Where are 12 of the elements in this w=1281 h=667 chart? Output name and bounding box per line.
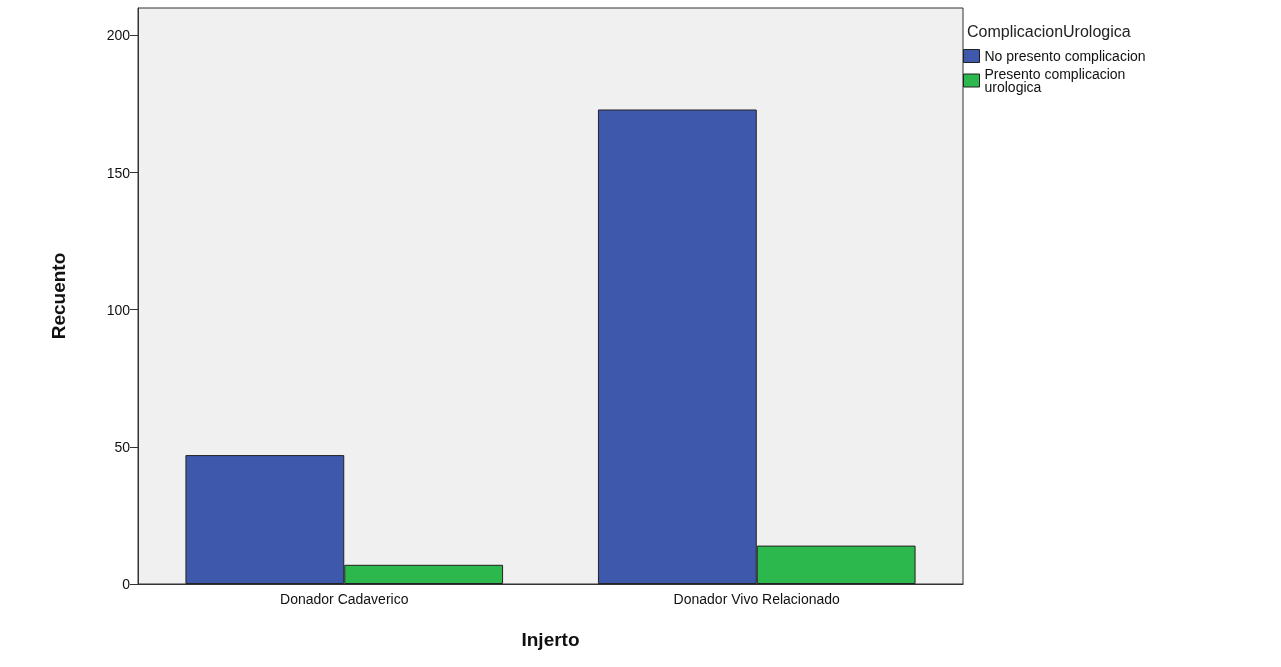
y-tick-label: 200 — [106, 27, 131, 44]
x-tick-label: Donador Vivo Relacionado — [673, 591, 841, 607]
x-axis-title: Injerto — [521, 629, 580, 650]
y-axis-title: Recuento — [48, 252, 69, 340]
legend-title: ComplicacionUrologica — [967, 22, 1131, 40]
y-tick-label: 150 — [106, 164, 131, 181]
x-tick-label: Donador Cadaverico — [280, 591, 409, 607]
legend-label: No presento complicacion — [984, 48, 1146, 64]
y-tick-label: 0 — [122, 576, 131, 592]
legend-label: Presento complicacion urologica — [984, 66, 1130, 95]
y-tick-label: 50 — [114, 438, 131, 455]
y-tick-label: 100 — [106, 301, 131, 318]
